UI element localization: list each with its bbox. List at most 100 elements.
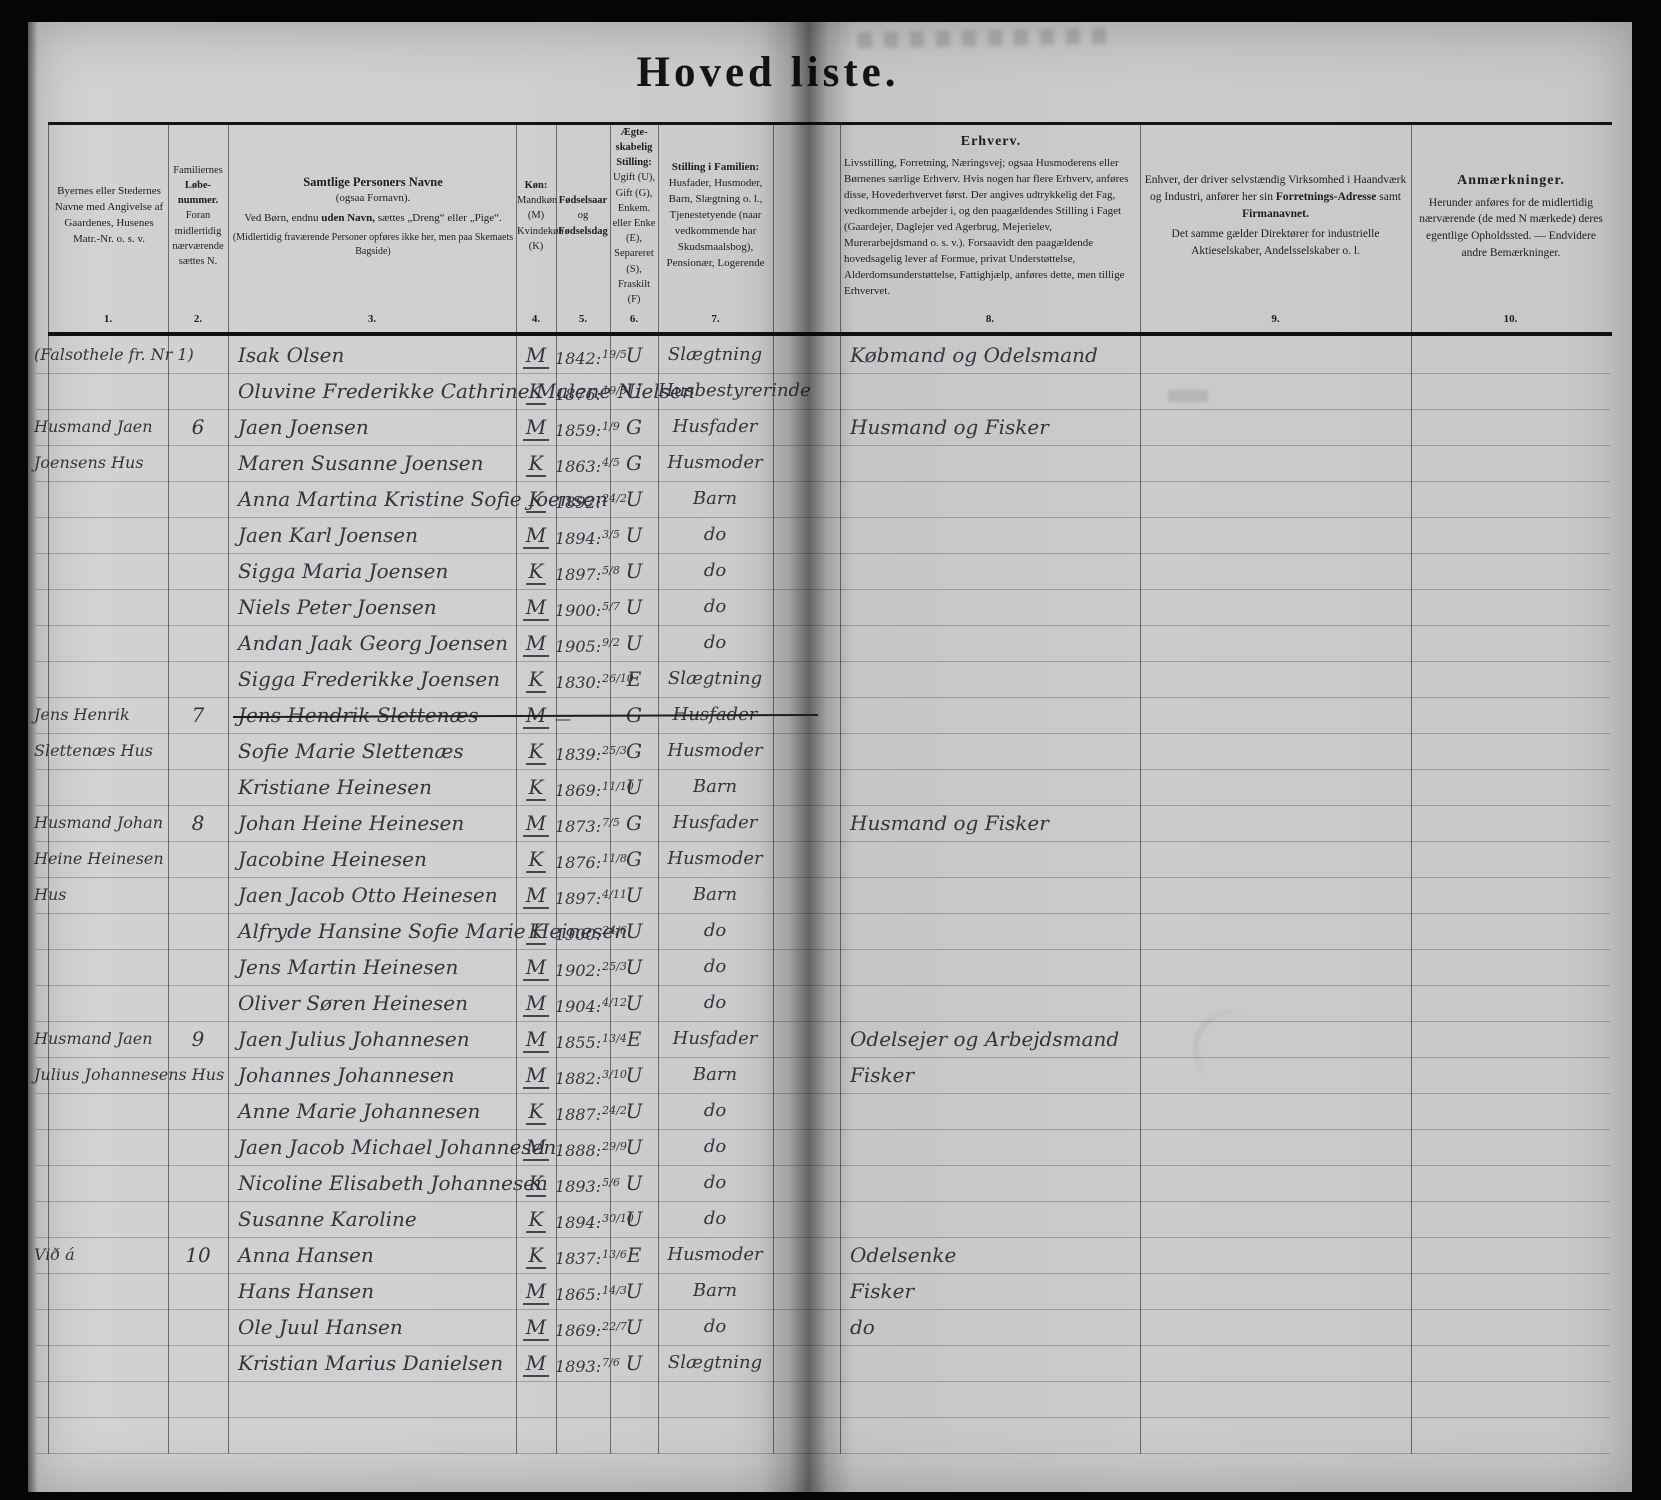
sex-letter: K: [525, 451, 547, 477]
cell-family-position: Husfader: [672, 1028, 758, 1049]
cell-marital-status: U: [625, 1351, 643, 1375]
birth-day-month: 9/2: [602, 636, 620, 649]
col-number-9: 9.: [1271, 313, 1280, 325]
col-header-family-position: Stilling i Familien: Husfader, Husmoder,…: [660, 126, 771, 306]
cell-place: [34, 554, 166, 590]
col9-bold2: Firmanavnet.: [1242, 207, 1309, 220]
sex-letter: K: [525, 379, 547, 405]
cell-family-position: do: [703, 1172, 727, 1193]
cell-birthdate: 1863:4/5: [555, 446, 620, 482]
cell-family-position: Husfader: [672, 416, 758, 437]
cell-place: Husmand Johan: [34, 813, 164, 832]
cell-occupation: Husmand og Fisker: [850, 811, 1049, 835]
cell-family-position: Husfader: [672, 704, 758, 725]
birth-day-month: 11/10: [602, 780, 634, 793]
cell-family-number: [170, 1382, 226, 1418]
cell-marital-status: U: [625, 595, 643, 619]
cell-sex: M: [516, 518, 556, 554]
cell-name: Anna Hansen: [238, 1243, 374, 1267]
birth-year: 1894:: [555, 1213, 602, 1232]
cell-name: Nicoline Elisabeth Johannesen: [238, 1171, 548, 1195]
cell-name: Hans Hansen: [238, 1279, 375, 1303]
cell-sex: M: [516, 698, 556, 734]
cell-family-number: [170, 986, 226, 1022]
birth-year: 1873:: [555, 817, 602, 836]
birth-year: 1893:: [555, 1357, 602, 1376]
cell-birthdate: 1900:5/7: [555, 590, 620, 626]
vline-col4-col5: [556, 122, 557, 1454]
cell-sex: M: [516, 338, 556, 374]
birth-day-month: 7/6: [602, 1356, 620, 1369]
cell-family-number: 6: [191, 415, 205, 439]
birth-day-month: 4/12: [602, 996, 627, 1009]
vline-col1-col2: [168, 122, 169, 1454]
col-header-remarks: Anmærkninger. Herunder anføres for de mi…: [1415, 126, 1607, 306]
birth-day-month: 25/3: [602, 744, 627, 757]
cell-family-number: [170, 878, 226, 914]
cell-place: [34, 482, 166, 518]
sex-letter: K: [525, 1243, 547, 1269]
col7-text: Husfader, Husmoder, Barn, Slægtning o. l…: [666, 177, 765, 269]
cell-sex: M: [516, 806, 556, 842]
bleed-through-mark: [857, 27, 1119, 49]
table-row: Sigga Frederikke Joensen K 1830:26/10 E …: [28, 662, 1632, 698]
col-number-10: 10.: [1503, 313, 1518, 325]
cell-birthdate: 1842:19/5: [555, 338, 627, 374]
cell-sex: K: [516, 914, 556, 950]
cell-marital-status: U: [625, 775, 643, 799]
sex-letter: M: [522, 955, 550, 981]
birth-year: 1882:: [555, 1069, 602, 1088]
sex-letter: M: [522, 1279, 550, 1305]
cell-occupation: [850, 914, 1160, 950]
table-row: Heine Heinesen Jacobine Heinesen K 1876:…: [28, 842, 1632, 878]
col-number-1: 1.: [103, 313, 113, 325]
cell-sex: K: [516, 1202, 556, 1238]
cell-occupation: [850, 1418, 1160, 1454]
table-row: Husmand Johan 8 Johan Heine Heinesen M 1…: [28, 806, 1632, 842]
birth-day-month: 13/4: [602, 1032, 627, 1045]
cell-birthdate: 1902:25/3: [555, 950, 627, 986]
cell-marital-status: E: [626, 1027, 642, 1051]
title-rule: [48, 122, 1612, 125]
cell-occupation: [850, 770, 1160, 806]
cell-sex: K: [516, 662, 556, 698]
table-row: [28, 1418, 1632, 1454]
cell-place: Hus: [34, 885, 67, 904]
vline-left-page-edge: [773, 122, 774, 1454]
col6-text: Ugift (U), Gift (G), Enkem. eller Enke (…: [612, 172, 656, 306]
sex-letter: K: [525, 1099, 547, 1125]
cell-occupation: Fisker: [850, 1279, 915, 1303]
vline-col9-col10: [1411, 122, 1412, 1454]
col-header-place-text: Byernes eller Stedernes Navne med Angive…: [54, 185, 164, 245]
cell-birthdate: 1893:7/6: [555, 1346, 620, 1382]
cell-occupation: Fisker: [850, 1063, 915, 1087]
col2-line2: Foran midlertidig nærværende sættes N.: [172, 210, 224, 268]
table-row: Kristian Marius Danielsen M 1893:7/6 U S…: [28, 1346, 1632, 1382]
cell-birthdate: 1888:29/9: [555, 1130, 627, 1166]
cell-birthdate: 1865:14/3: [555, 1274, 627, 1310]
cell-birthdate: 1894:30/10: [555, 1202, 634, 1238]
cell-name: Johannes Johannesen: [238, 1063, 455, 1087]
sex-letter: M: [522, 703, 550, 729]
table-row: Kristiane Heinesen K 1869:11/10 U Barn: [28, 770, 1632, 806]
cell-family-position: Barn: [692, 1280, 738, 1301]
cell-marital-status: U: [625, 1279, 643, 1303]
cell-family-position: Husmoder: [667, 848, 763, 869]
birth-year: 1876:: [555, 853, 602, 872]
col-number-2: 2.: [193, 313, 203, 325]
table-body: (Falsothele fr. Nr 1) Isak Olsen M 1842:…: [28, 338, 1632, 1454]
cell-marital-status: E: [626, 1243, 642, 1267]
cell-occupation: [850, 842, 1160, 878]
cell-family-number: [170, 1094, 226, 1130]
cell-sex: M: [516, 1022, 556, 1058]
cell-name: Alfryde Hansine Sofie Marie Heinesen: [238, 919, 628, 943]
cell-birthdate: 1894:3/5: [555, 518, 620, 554]
cell-place: [34, 1094, 166, 1130]
cell-marital-status: U: [625, 1171, 643, 1195]
table-row: Jaen Jacob Michael Johannesen M 1888:29/…: [28, 1130, 1632, 1166]
birth-year: 1869:: [555, 781, 602, 800]
cell-name: [238, 1382, 518, 1418]
table-row: Joensens Hus Maren Susanne Joensen K 186…: [28, 446, 1632, 482]
cell-name: Sigga Frederikke Joensen: [238, 667, 501, 691]
cell-place: [34, 1202, 166, 1238]
